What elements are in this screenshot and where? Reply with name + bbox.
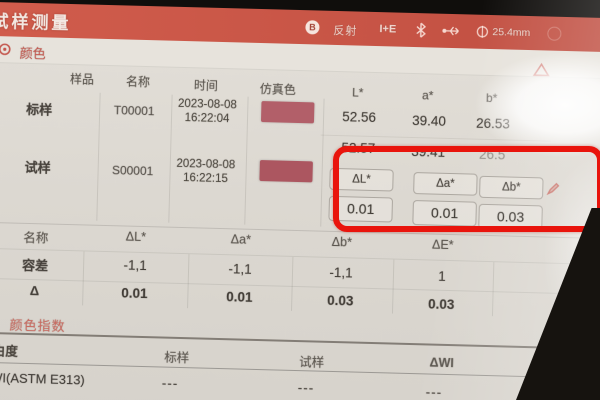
wi-sample-value: --- <box>297 380 315 396</box>
tol-header-dL: ΔL* <box>125 229 147 245</box>
L-value: 52.56 <box>342 109 377 126</box>
illuminant-label: I+E <box>379 23 397 36</box>
col-header-time: 时间 <box>193 78 219 93</box>
aperture-size-label: 25.4mm <box>492 26 531 40</box>
highlight-annotation-box <box>333 146 600 232</box>
wi-row-label: WI(ASTM E313) <box>0 370 85 388</box>
divider <box>0 331 600 351</box>
col-header-sim-color: 仿真色 <box>259 81 296 97</box>
wi-header-dWI: ΔWI <box>429 355 455 371</box>
delta-db: 0.03 <box>326 292 354 309</box>
measure-datetime: 2023-08-08 16:22:04 <box>177 97 237 126</box>
sample-name: T00001 <box>113 103 155 119</box>
divider <box>82 251 85 306</box>
color-swatch <box>260 101 315 124</box>
tab-color[interactable]: 颜色 <box>19 45 46 62</box>
divider <box>291 256 294 311</box>
row-label: Δ <box>29 283 40 299</box>
tol-header-dE: ΔE* <box>431 237 454 253</box>
divider <box>491 262 495 317</box>
page-title: 试样测量 <box>0 11 72 34</box>
wi-standard-value: --- <box>161 375 179 391</box>
col-header-L: L* <box>351 85 364 100</box>
circle-badge-icon: B <box>305 20 320 35</box>
tol-dL: -1,1 <box>123 257 147 274</box>
tol-db: -1,1 <box>329 264 353 281</box>
tol-header-da: Δa* <box>230 232 252 247</box>
status-icon <box>547 26 562 41</box>
measure-datetime: 2023-08-08 16:22:15 <box>176 157 236 186</box>
wi-header-sample: 试样 <box>298 355 325 370</box>
delta-da: 0.01 <box>226 289 253 305</box>
row-type-label: 标样 <box>25 101 53 118</box>
bluetooth-icon <box>416 22 427 38</box>
delta-dE: 0.03 <box>427 296 455 313</box>
wi-header-standard: 标样 <box>164 350 190 366</box>
tol-da: -1,1 <box>228 261 252 277</box>
row-type-label: 试样 <box>24 159 51 176</box>
row-label: 容差 <box>21 257 49 274</box>
wi-header-name: 白度 <box>0 344 19 359</box>
tol-dE: 1 <box>438 268 446 284</box>
sample-name: S00001 <box>111 163 154 179</box>
tol-header-db: Δb* <box>331 234 353 250</box>
aperture-icon <box>476 25 489 38</box>
divider <box>0 247 600 266</box>
tol-header-name: 名称 <box>23 230 49 246</box>
reflectance-mode-label: 反射 <box>333 24 358 38</box>
color-swatch <box>259 160 313 183</box>
divider <box>187 254 190 309</box>
usb-icon <box>442 26 459 36</box>
color-tab-icon <box>0 43 11 56</box>
delta-dL: 0.01 <box>121 285 148 302</box>
divider <box>391 259 395 314</box>
col-header-b: b* <box>485 90 498 106</box>
wi-dWI-value: --- <box>425 384 443 400</box>
b-value: 26.53 <box>475 115 511 132</box>
triangle-badge-icon[interactable] <box>532 62 550 77</box>
